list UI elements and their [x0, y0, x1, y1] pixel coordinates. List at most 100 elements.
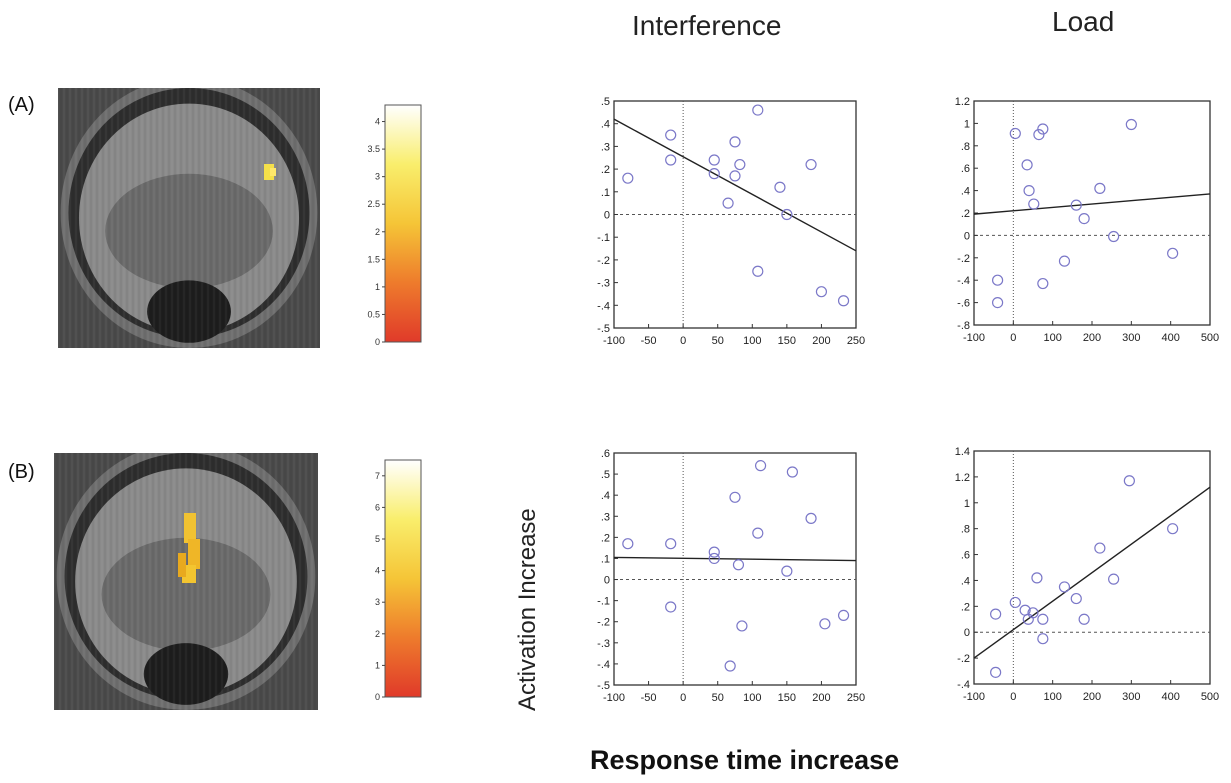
data-point — [665, 129, 677, 141]
data-point — [774, 181, 786, 193]
svg-text:7: 7 — [375, 471, 380, 481]
y-tick-label: .1 — [601, 553, 610, 565]
x-tick-label: 0 — [1010, 691, 1016, 703]
x-tick-label: 200 — [812, 335, 830, 347]
data-point — [1021, 159, 1033, 171]
x-tick-label: -50 — [641, 692, 657, 704]
data-point — [1167, 523, 1179, 535]
y-tick-label: .6 — [961, 550, 970, 562]
data-point — [1078, 613, 1090, 625]
svg-text:0.5: 0.5 — [367, 309, 380, 319]
y-tick-label: .4 — [961, 186, 970, 198]
data-point — [815, 286, 828, 298]
y-tick-label: .3 — [601, 141, 610, 153]
svg-text:3.5: 3.5 — [367, 144, 380, 154]
y-tick-label: 1.4 — [955, 446, 970, 458]
data-point — [991, 274, 1004, 286]
scatter-b-interference: -100 -50 0 50 100 150 200 250 .6 .5 .4 .3 .2 .1 0 -.1 -.… — [570, 445, 870, 725]
y-tick-label: .2 — [961, 601, 970, 613]
y-tick-label: .4 — [961, 575, 970, 587]
data-point — [837, 609, 850, 621]
plot-1-content: -100 0 100 200 300 400 500 1.2 1 .8 .6 .4 .2 0 -.2 -.4 -… — [955, 96, 1219, 344]
svg-text:2: 2 — [375, 629, 380, 639]
data-point — [1037, 613, 1049, 625]
y-axis-label: Activation Increase — [514, 508, 541, 711]
data-point — [1123, 475, 1135, 487]
colorbar-a: 0 0.5 1 1.5 2 2.5 3 3.5 4 — [355, 100, 435, 350]
x-tick-label: 200 — [1083, 332, 1101, 344]
x-tick-label: 500 — [1201, 332, 1219, 344]
svg-text:1: 1 — [375, 282, 380, 292]
plot-frame — [613, 452, 857, 686]
y-tick-label: -.4 — [597, 300, 610, 312]
data-point — [1167, 247, 1179, 259]
data-point — [722, 197, 734, 209]
y-tick-label: -.2 — [957, 253, 970, 265]
svg-text:6: 6 — [375, 502, 380, 512]
data-point — [990, 608, 1002, 620]
x-tick-label: 50 — [712, 692, 724, 704]
y-tick-label: -.1 — [597, 232, 610, 244]
data-point — [1108, 230, 1120, 243]
data-point — [1028, 198, 1040, 210]
data-point — [781, 208, 793, 221]
data-point — [736, 620, 748, 632]
data-point — [1037, 633, 1049, 645]
y-tick-label: .3 — [601, 511, 610, 523]
regression-line — [973, 486, 1211, 659]
x-tick-label: 150 — [778, 335, 796, 347]
brain-image-a — [58, 88, 320, 348]
data-point — [1070, 592, 1082, 605]
y-tick-label: .8 — [961, 524, 970, 536]
data-point — [805, 512, 817, 524]
svg-text:2: 2 — [375, 227, 380, 237]
scatter-b-load: -100 0 100 200 300 400 500 1.4 1.2 1 .8 .6 .4 .2 0 -.2 -… — [930, 445, 1230, 725]
svg-text:4: 4 — [375, 117, 380, 127]
data-point — [754, 460, 767, 472]
y-tick-label: .4 — [601, 119, 610, 131]
data-point — [622, 172, 634, 184]
x-tick-label: 100 — [743, 335, 761, 347]
data-point — [665, 538, 677, 550]
y-tick-label: -.2 — [597, 617, 610, 629]
data-point — [734, 158, 746, 171]
y-tick-label: 0 — [964, 627, 970, 639]
y-tick-label: -.3 — [597, 278, 610, 290]
data-point — [729, 170, 741, 182]
data-point — [1033, 128, 1045, 141]
plot-frame — [973, 450, 1211, 685]
y-tick-label: 1 — [964, 118, 970, 130]
data-point — [1094, 182, 1106, 194]
data-point — [724, 660, 736, 672]
x-tick-label: -100 — [963, 332, 985, 344]
y-tick-label: -.3 — [597, 638, 610, 650]
regression-line — [613, 556, 857, 562]
plot-0-content: -100 -50 0 50 100 150 200 250 .5 .4 .3 .2 .1 0 -.1 -.2 -… — [597, 96, 865, 347]
svg-text:3: 3 — [375, 172, 380, 182]
data-point — [622, 538, 634, 550]
y-tick-label: -.4 — [957, 275, 970, 287]
y-tick-label: -.6 — [957, 298, 970, 310]
x-tick-label: 150 — [778, 692, 796, 704]
x-tick-label: -50 — [641, 335, 657, 347]
x-axis-label: Response time increase — [590, 745, 900, 775]
column-title-interference: Interference — [632, 10, 782, 41]
y-tick-label: .5 — [601, 469, 610, 481]
y-tick-label: .2 — [601, 532, 610, 544]
x-tick-label: -100 — [603, 335, 625, 347]
svg-text:1.5: 1.5 — [367, 254, 380, 264]
y-tick-label: .2 — [601, 164, 610, 176]
svg-text:4: 4 — [375, 566, 380, 576]
row-label-a: (A) — [8, 94, 35, 116]
row-label-b: (B) — [8, 461, 35, 483]
data-point — [708, 552, 720, 565]
y-tick-label: -.2 — [597, 255, 610, 267]
plot-3-content: -100 0 100 200 300 400 500 1.4 1.2 1 .8 .6 .4 .2 0 -.2 -… — [955, 446, 1219, 703]
y-tick-label: .6 — [601, 448, 610, 460]
data-point — [729, 136, 741, 148]
x-tick-label: 200 — [1083, 691, 1101, 703]
data-point — [1108, 573, 1120, 585]
regression-line — [973, 193, 1211, 215]
data-point — [665, 601, 677, 613]
data-point — [752, 104, 764, 116]
